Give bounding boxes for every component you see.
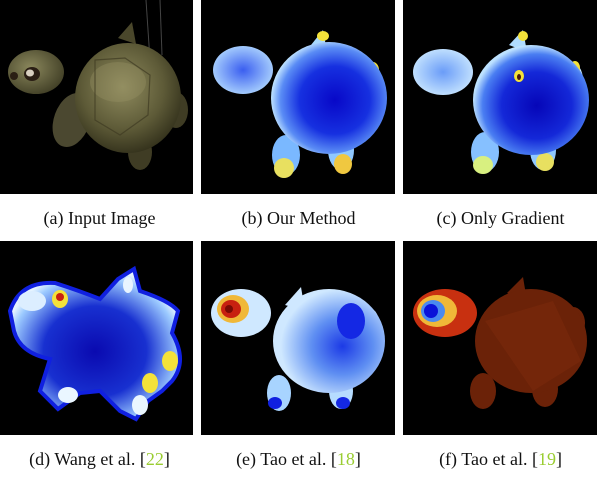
caption-e-cite[interactable]: 18 [336, 449, 355, 469]
panel-f-tao-et-al-19 [403, 241, 597, 435]
caption-b: (b) Our Method [199, 208, 398, 229]
depth-map-e [211, 287, 385, 411]
caption-f-label: (f) [439, 449, 462, 469]
depth-map-f [413, 277, 587, 409]
panel-e-tao-et-al-18 [201, 241, 395, 435]
depth-map-b [213, 30, 387, 178]
caption-e-cite-close: ] [354, 449, 361, 469]
caption-b-text: Our Method [267, 208, 356, 228]
caption-d-text: Wang et al. [ [54, 449, 146, 469]
caption-a: (a) Input Image [0, 208, 199, 229]
caption-d-cite-close: ] [163, 449, 170, 469]
panel-a-input-image [0, 0, 193, 194]
panel-b-our-method [201, 0, 395, 194]
caption-c-label: (c) [436, 208, 461, 228]
caption-d-label: (d) [29, 449, 55, 469]
caption-f: (f) Tao et al. [19] [401, 449, 597, 470]
caption-f-cite[interactable]: 19 [537, 449, 556, 469]
caption-c: (c) Only Gradient [401, 208, 597, 229]
caption-f-cite-close: ] [555, 449, 562, 469]
caption-b-label: (b) [241, 208, 267, 228]
caption-e-label: (e) [236, 449, 261, 469]
depth-map-c [413, 30, 589, 174]
turtle-photo [8, 0, 188, 170]
caption-a-text: Input Image [68, 208, 156, 228]
caption-c-text: Only Gradient [461, 208, 565, 228]
panel-d-wang-et-al [0, 241, 193, 435]
panel-c-only-gradient [403, 0, 597, 194]
depth-map-d [7, 265, 182, 422]
caption-e: (e) Tao et al. [18] [199, 449, 398, 470]
caption-d: (d) Wang et al. [22] [0, 449, 199, 470]
caption-a-label: (a) [43, 208, 68, 228]
caption-f-text: Tao et al. [ [461, 449, 538, 469]
caption-e-text: Tao et al. [ [260, 449, 337, 469]
caption-d-cite[interactable]: 22 [145, 449, 164, 469]
